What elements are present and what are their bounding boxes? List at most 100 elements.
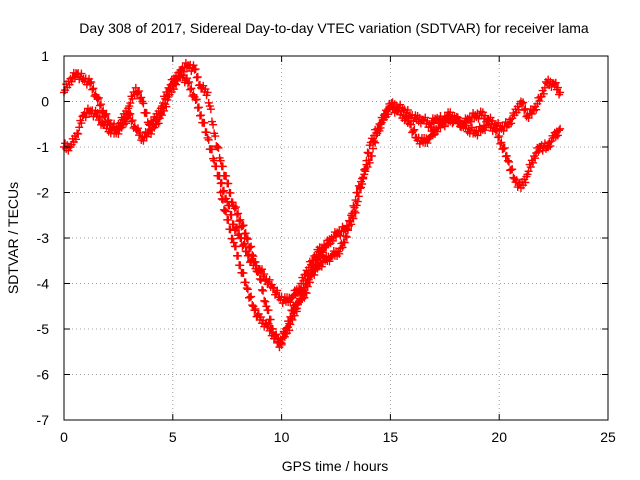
data-trail-marker (162, 102, 171, 111)
data-trail-marker (102, 109, 111, 118)
data-trail-marker (222, 207, 231, 216)
data-trail-marker (524, 167, 533, 176)
data-trail-marker (403, 105, 412, 114)
y-tick-label: -7 (37, 412, 50, 428)
data-trail-marker (231, 203, 240, 212)
data-trail-marker (126, 109, 135, 118)
data-trail-marker (273, 286, 282, 295)
data-trail-marker (239, 240, 248, 249)
data-trail-marker (338, 243, 347, 252)
data-trail-marker (302, 280, 311, 289)
data-trail-marker (209, 120, 218, 129)
data-trail-marker (348, 209, 357, 218)
data-trail-marker (254, 267, 263, 276)
data-trail-marker (345, 216, 354, 225)
data-trail-marker (534, 147, 543, 156)
data-trail-marker (361, 167, 370, 176)
data-trail-marker (495, 132, 504, 141)
y-tick-label: -2 (37, 185, 50, 201)
y-tick-label: -3 (37, 230, 50, 246)
data-trail-marker (261, 297, 270, 306)
data-point (340, 238, 349, 247)
data-trail-marker (214, 143, 223, 152)
y-tick-label: -1 (37, 139, 50, 155)
data-trail-marker (101, 111, 110, 120)
x-tick-label: 20 (491, 429, 507, 445)
data-trail-marker (89, 84, 98, 93)
data-trail-marker (258, 285, 267, 294)
data-trail-marker (528, 158, 537, 167)
data-trail-marker (74, 129, 83, 138)
data-trail-marker (298, 290, 307, 299)
data-point (353, 188, 362, 197)
data-trail-marker (285, 326, 294, 335)
data-point (249, 252, 258, 261)
data-trail-marker (202, 128, 211, 137)
data-trail-marker (241, 278, 250, 287)
data-trail-marker (502, 151, 511, 160)
data-trail-marker (247, 292, 256, 301)
data-trail-marker (402, 112, 411, 121)
data-trail-marker (531, 154, 540, 163)
data-trail-marker (494, 133, 503, 142)
data-point (556, 124, 565, 133)
data-point (255, 274, 264, 283)
data-trail-marker (217, 194, 226, 203)
data-point (236, 261, 245, 270)
data-trail-marker (185, 77, 194, 86)
data-point (197, 111, 206, 120)
data-trail-marker (218, 162, 227, 171)
data-trail-marker (209, 154, 218, 163)
data-trail-marker (200, 118, 209, 127)
data-trail-marker (551, 78, 560, 87)
data-trail-marker (243, 235, 252, 244)
data-trail-marker (133, 124, 142, 133)
data-trail-marker (226, 225, 235, 234)
y-axis-label: SDTVAR / TECUs (5, 182, 21, 294)
data-trail-marker (122, 119, 131, 128)
data-trail-marker (296, 294, 305, 303)
data-trail-marker (114, 129, 123, 138)
data-point (203, 88, 212, 97)
data-trail-marker (555, 126, 564, 135)
data-trail-marker (133, 88, 142, 97)
data-trail-marker (207, 145, 216, 154)
data-trail-marker (226, 188, 235, 197)
data-trail-marker (169, 85, 178, 94)
data-trail-marker (232, 223, 241, 232)
data-trail-marker (218, 195, 227, 204)
data-trail-marker (94, 93, 103, 102)
data-trail-marker (211, 132, 220, 141)
data-point (216, 188, 225, 197)
data-trail-marker (179, 67, 188, 76)
y-tick-label: 0 (41, 94, 49, 110)
data-trail-marker (383, 110, 392, 119)
data-trail-marker (473, 131, 482, 140)
data-point (86, 79, 95, 88)
data-trail-marker (77, 119, 86, 128)
data-trail-marker (136, 129, 145, 138)
data-trail-marker (371, 138, 380, 147)
data-trail-marker (235, 217, 244, 226)
data-trail-marker (222, 171, 231, 180)
y-tick-label: -5 (37, 321, 50, 337)
data-trail-marker (358, 180, 367, 189)
data-trail-marker (213, 143, 222, 151)
data-trail-marker (342, 233, 351, 242)
data-trail-marker (526, 163, 535, 172)
data-trail-marker (128, 116, 137, 125)
data-trail-marker (243, 285, 252, 294)
data-trail-marker (440, 122, 449, 131)
data-trail-marker (365, 158, 374, 167)
data-trail-marker (496, 139, 505, 148)
data-trail-marker (363, 163, 372, 172)
data-trail-marker (266, 324, 275, 333)
data-trail-marker (367, 151, 376, 160)
data-trail-marker (518, 99, 527, 108)
data-trail-marker (277, 339, 286, 348)
chart-title: Day 308 of 2017, Sidereal Day-to-day VTE… (79, 20, 589, 36)
data-trail-marker (228, 234, 237, 243)
data-trail-marker (228, 198, 237, 207)
data-trail-marker (230, 204, 239, 213)
data-trail-marker (351, 196, 360, 205)
